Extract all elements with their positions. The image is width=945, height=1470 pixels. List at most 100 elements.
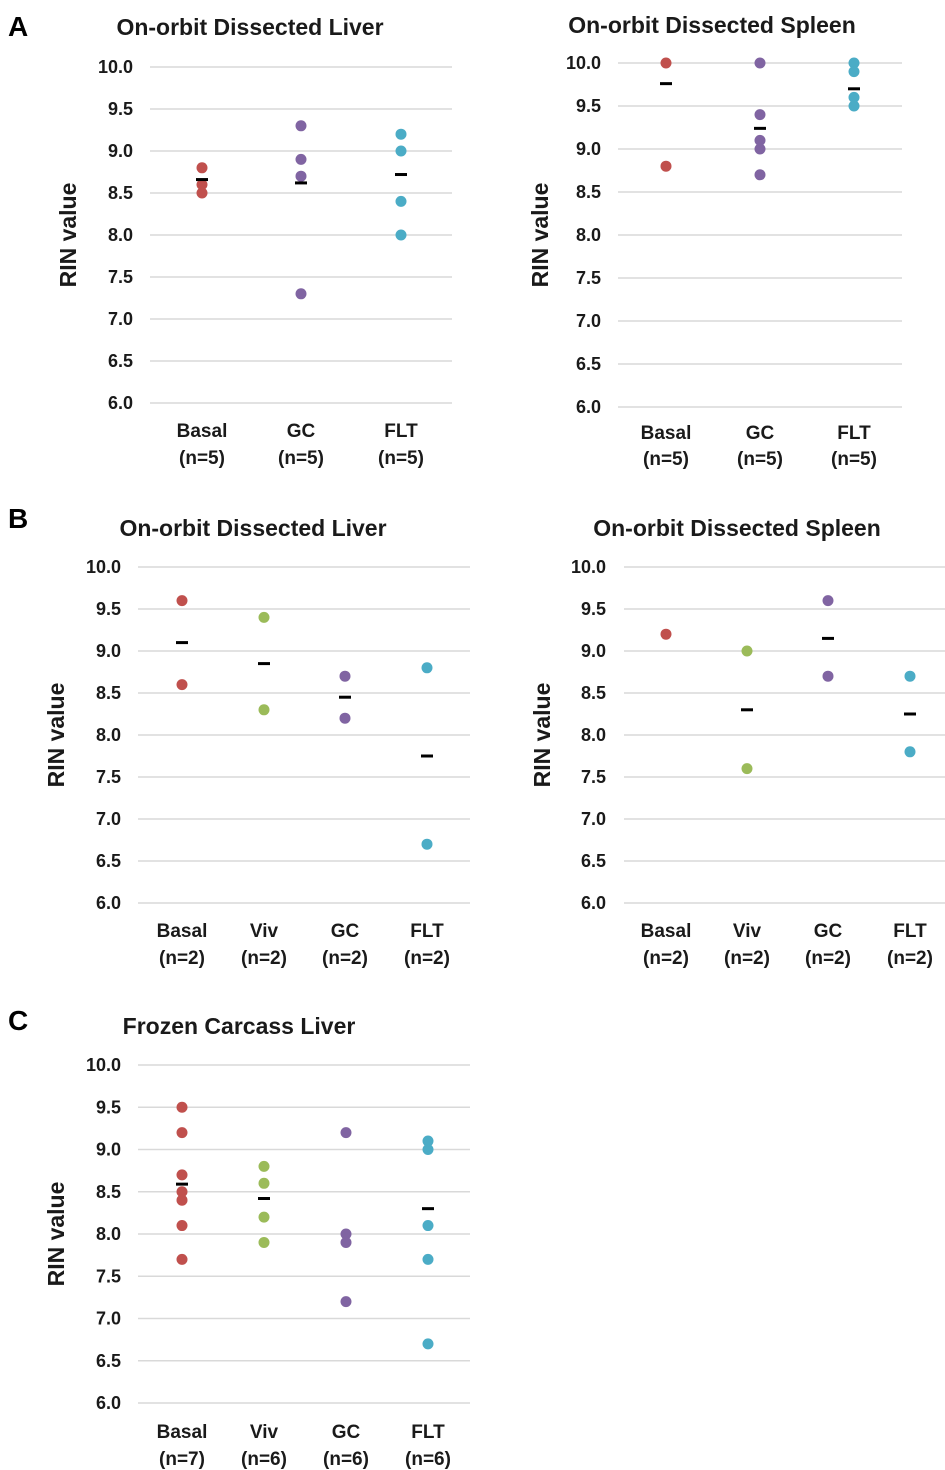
data-point-flt xyxy=(848,57,860,69)
y-tick-label: 9.5 xyxy=(96,1097,121,1117)
y-tick-label: 7.5 xyxy=(96,1266,121,1286)
y-tick-label: 6.5 xyxy=(576,354,601,374)
data-point-gc xyxy=(339,712,351,724)
y-tick-label: 9.0 xyxy=(576,139,601,159)
y-tick-label: 7.0 xyxy=(581,809,606,829)
data-point-gc xyxy=(295,288,307,300)
x-category-label: Basal xyxy=(641,423,692,444)
data-point-basal xyxy=(176,1101,188,1113)
data-point-gc xyxy=(340,1236,352,1248)
data-point-gc xyxy=(295,153,307,165)
data-point-flt xyxy=(395,195,407,207)
data-point-flt xyxy=(395,145,407,157)
data-point-gc xyxy=(340,1127,352,1139)
data-point-flt xyxy=(395,128,407,140)
y-tick-label: 7.5 xyxy=(108,267,133,287)
x-category-n: (n=2) xyxy=(241,948,287,969)
y-tick-label: 10.0 xyxy=(566,53,601,73)
data-point-basal xyxy=(176,1169,188,1181)
y-tick-label: 9.5 xyxy=(576,96,601,116)
x-category-label: Viv xyxy=(250,921,279,942)
y-axis-label: RIN value xyxy=(55,183,81,288)
y-axis-label: RIN value xyxy=(43,1182,69,1287)
y-tick-label: 6.0 xyxy=(581,893,606,913)
y-tick-label: 8.5 xyxy=(108,183,133,203)
x-category-label: GC xyxy=(814,921,843,942)
y-tick-label: 8.0 xyxy=(576,225,601,245)
x-category-label: GC xyxy=(287,421,316,442)
x-category-n: (n=5) xyxy=(643,449,689,470)
y-axis-label: RIN value xyxy=(43,683,69,788)
x-category-n: (n=5) xyxy=(378,448,424,469)
data-point-gc xyxy=(295,170,307,182)
data-point-flt xyxy=(848,100,860,112)
x-category-n: (n=7) xyxy=(159,1449,205,1470)
data-point-flt xyxy=(904,746,916,758)
x-category-label: GC xyxy=(746,423,775,444)
data-point-basal xyxy=(660,57,672,69)
y-tick-label: 8.5 xyxy=(96,683,121,703)
data-point-viv xyxy=(258,1236,270,1248)
data-point-gc xyxy=(295,120,307,132)
x-category-label: FLT xyxy=(893,921,927,942)
data-point-flt xyxy=(422,1144,434,1155)
data-point-gc xyxy=(754,109,766,121)
y-tick-label: 10.0 xyxy=(98,57,133,77)
x-category-label: GC xyxy=(331,921,360,942)
y-tick-label: 10.0 xyxy=(571,557,606,577)
y-tick-label: 6.5 xyxy=(96,1351,121,1371)
x-category-label: Basal xyxy=(177,421,228,442)
data-point-flt xyxy=(395,229,407,241)
data-point-viv xyxy=(741,645,753,657)
x-category-n: (n=2) xyxy=(805,948,851,969)
y-tick-label: 8.0 xyxy=(96,1224,121,1244)
data-point-flt xyxy=(422,1253,434,1265)
y-tick-label: 6.5 xyxy=(108,351,133,371)
chart-title: Frozen Carcass Liver xyxy=(123,1013,356,1039)
panel-letter-a: A xyxy=(8,11,28,42)
x-category-label: FLT xyxy=(384,421,418,442)
data-point-basal xyxy=(196,187,208,199)
data-point-flt xyxy=(421,662,433,674)
x-category-label: FLT xyxy=(837,423,871,444)
data-point-gc xyxy=(754,143,766,155)
chart-title: On-orbit Dissected Liver xyxy=(116,14,383,40)
x-category-label: Viv xyxy=(733,921,762,942)
data-point-flt xyxy=(848,66,860,78)
y-axis-label: RIN value xyxy=(529,683,555,788)
x-category-n: (n=2) xyxy=(724,948,770,969)
y-tick-label: 9.0 xyxy=(581,641,606,661)
data-point-basal xyxy=(176,1220,188,1232)
x-category-label: GC xyxy=(332,1422,361,1443)
data-point-basal xyxy=(176,1186,188,1198)
data-point-basal xyxy=(196,179,208,191)
chart-title: On-orbit Dissected Liver xyxy=(119,515,386,541)
data-point-viv xyxy=(258,1177,270,1189)
y-tick-label: 7.5 xyxy=(576,268,601,288)
x-category-n: (n=5) xyxy=(737,449,783,470)
y-tick-label: 7.0 xyxy=(108,309,133,329)
x-category-n: (n=5) xyxy=(179,448,225,469)
data-point-flt xyxy=(422,1220,434,1232)
data-point-gc xyxy=(340,1228,352,1240)
x-category-n: (n=6) xyxy=(241,1449,287,1470)
chart-title: On-orbit Dissected Spleen xyxy=(593,515,881,541)
y-tick-label: 8.5 xyxy=(576,182,601,202)
y-tick-label: 10.0 xyxy=(86,1055,121,1075)
x-category-n: (n=2) xyxy=(159,948,205,969)
data-point-flt xyxy=(422,1338,434,1350)
data-point-basal xyxy=(660,628,672,640)
x-category-n: (n=5) xyxy=(831,449,877,470)
data-point-gc xyxy=(754,134,766,146)
x-category-label: FLT xyxy=(410,921,444,942)
data-point-flt xyxy=(848,91,860,103)
y-tick-label: 7.0 xyxy=(96,809,121,829)
data-point-basal xyxy=(176,595,188,607)
y-tick-label: 9.0 xyxy=(96,641,121,661)
y-tick-label: 7.5 xyxy=(581,767,606,787)
x-category-n: (n=2) xyxy=(887,948,933,969)
y-axis-label: RIN value xyxy=(527,183,553,288)
data-point-basal xyxy=(176,1127,188,1139)
y-tick-label: 8.5 xyxy=(581,683,606,703)
